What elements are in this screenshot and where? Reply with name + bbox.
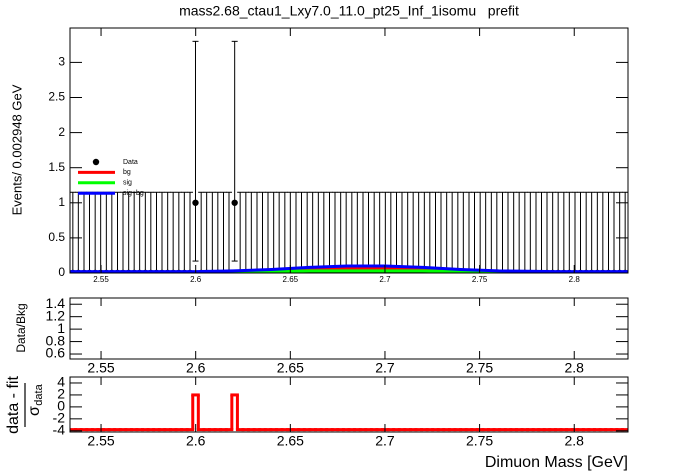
- frame: [69, 27, 629, 274]
- y-tick-label: -2: [53, 410, 66, 426]
- chart-title: mass2.68_ctau1_Lxy7.0_11.0_pt25_Inf_1iso…: [179, 3, 519, 19]
- x-tick-label: 2.75: [472, 275, 488, 284]
- x-tick-label: 2.8: [569, 275, 581, 284]
- x-tick-label: 2.6: [186, 433, 206, 449]
- legend-marker: [92, 158, 100, 166]
- y-tick-label: -4: [53, 422, 66, 438]
- y-tick-label: 0.5: [48, 230, 65, 244]
- y-axis-label: Events/ 0.002948 GeV: [9, 84, 24, 215]
- y-tick-label: 0: [58, 265, 65, 279]
- y-axis-label-numerator: data - fit: [5, 376, 22, 434]
- x-tick-label: 2.7: [379, 275, 391, 284]
- y-axis-label-subscript: data: [33, 383, 45, 405]
- x-tick-label: 2.55: [87, 433, 114, 449]
- frame: [69, 297, 629, 360]
- x-tick-label: 2.65: [277, 433, 304, 449]
- x-tick-label: 2.65: [283, 275, 299, 284]
- x-tick-label: 2.8: [565, 360, 585, 376]
- x-tick-label: 2.6: [190, 275, 202, 284]
- x-axis-label: Dimuon Mass [GeV]: [485, 454, 628, 471]
- frame: [69, 376, 629, 433]
- x-tick-label: 2.7: [375, 433, 395, 449]
- y-tick-label: 4: [57, 374, 65, 390]
- y-tick-label: 3: [58, 55, 65, 69]
- x-tick-label: 2.8: [565, 433, 585, 449]
- x-tick-label: 2.75: [466, 433, 493, 449]
- legend-label: sig: [123, 180, 132, 187]
- legend-label: Data: [123, 159, 138, 166]
- plot-area: [70, 40, 628, 273]
- y-tick-label: 1.4: [46, 295, 66, 311]
- y-tick-label: 1: [57, 320, 65, 336]
- x-tick-label: 2.65: [277, 360, 304, 376]
- x-tick-label: 2.6: [186, 360, 206, 376]
- data-point: [192, 199, 199, 206]
- y-tick-label: 0.8: [46, 332, 66, 348]
- y-tick-label: 1: [58, 195, 65, 209]
- x-tick-label: 2.55: [87, 360, 114, 376]
- y-tick-label: 1.5: [48, 160, 65, 174]
- y-tick-label: 0: [57, 398, 65, 414]
- x-tick-label: 2.7: [375, 360, 395, 376]
- x-tick-label: 2.55: [93, 275, 109, 284]
- pull-axis-label: data - fit σ data: [5, 376, 45, 434]
- y-tick-label: 2: [57, 386, 65, 402]
- legend-label: sig+bg: [123, 190, 144, 197]
- y-tick-label: 0.6: [46, 345, 66, 361]
- y-axis-label: Data/Bkg: [14, 303, 28, 352]
- y-tick-label: 2: [58, 125, 65, 139]
- plot-area: [70, 393, 628, 432]
- x-tick-label: 2.75: [466, 360, 493, 376]
- y-tick-label: 2.5: [48, 90, 65, 104]
- legend-label: bg: [123, 169, 131, 176]
- data-point: [231, 199, 238, 206]
- y-tick-label: 1.2: [46, 307, 66, 323]
- y-axis-label-denominator: σ: [26, 406, 43, 416]
